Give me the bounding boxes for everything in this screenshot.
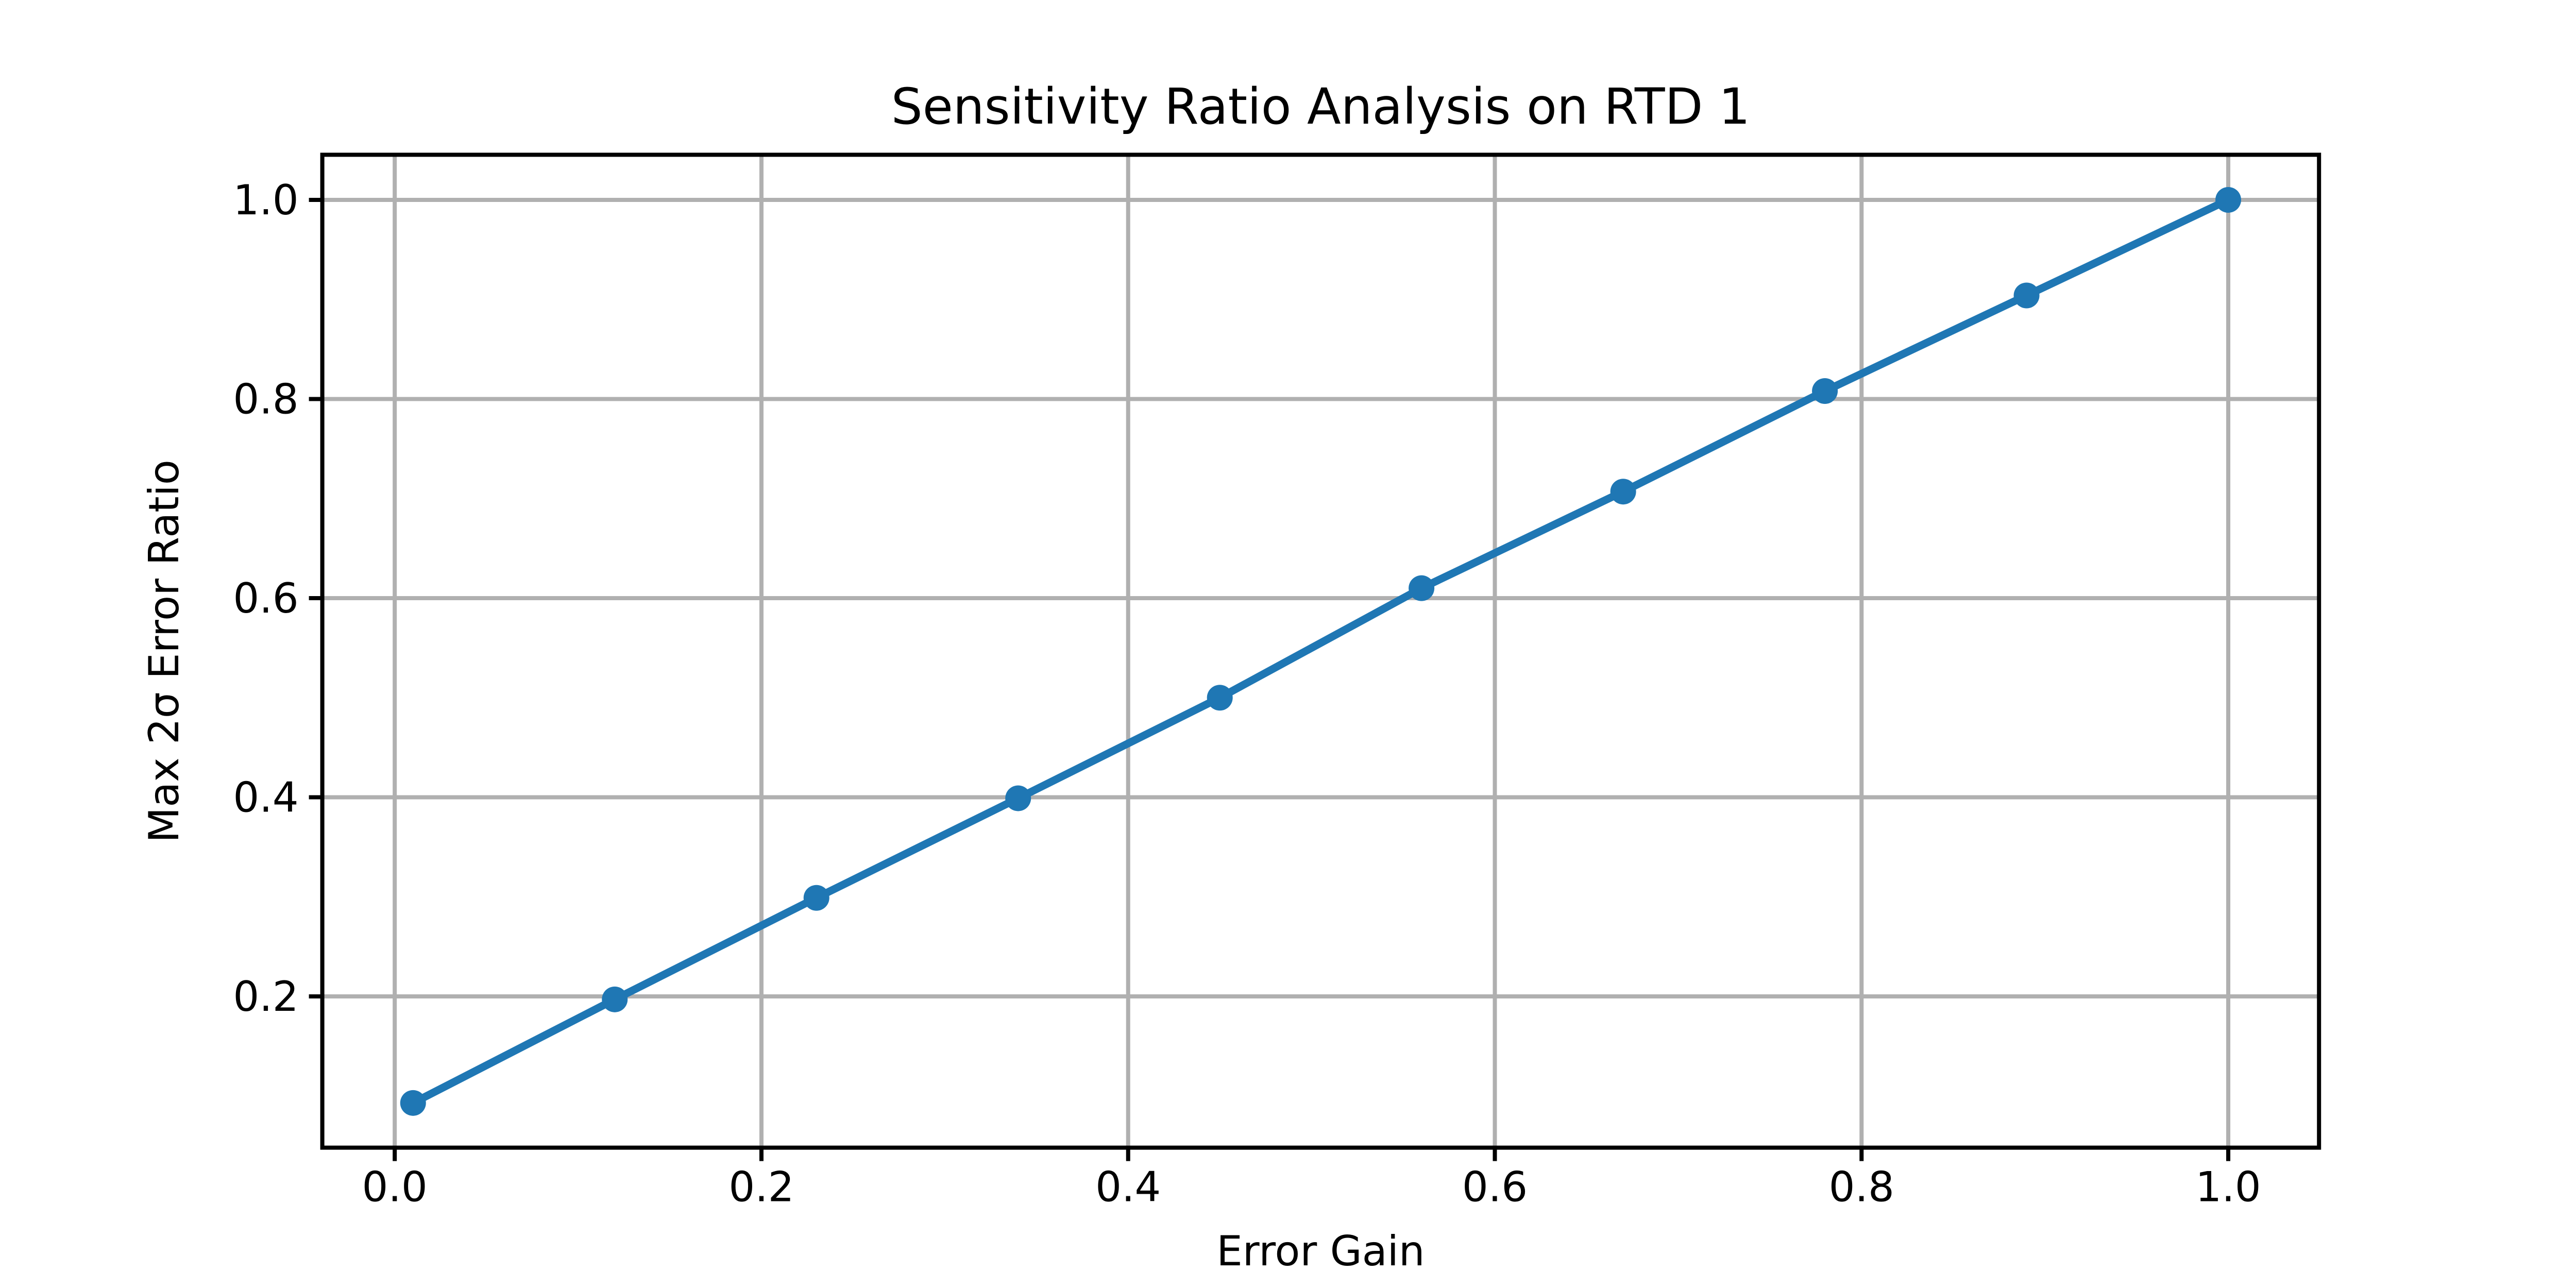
y-tick-label: 1.0 [233,176,298,224]
y-tick-label: 0.6 [233,574,298,622]
data-point [2013,282,2040,309]
data-point [803,885,829,911]
tick-labels: 0.0 0.2 0.4 0.6 0.8 1.0 0.2 0.4 0.6 0.8 1.0 [233,176,2261,1211]
y-tick-label: 0.2 [233,973,298,1021]
chart-title: Sensitivity Ratio Analysis on RTD 1 [891,78,1750,135]
data-point [1409,575,1435,601]
y-tick-label: 0.4 [233,774,298,822]
data-series [400,187,2242,1116]
data-point [2215,187,2242,213]
data-point [1005,785,1031,811]
x-tick-label: 1.0 [2195,1163,2261,1211]
plot-spines [320,152,2321,1150]
x-tick-label: 0.8 [1829,1163,1894,1211]
x-tick-label: 0.0 [362,1163,428,1211]
y-axis-label: Max 2σ Error Ratio [140,460,188,843]
x-tick-label: 0.4 [1095,1163,1161,1211]
series-line [409,196,2232,1107]
x-tick-label: 0.6 [1462,1163,1528,1211]
grid-lines [322,155,2319,1148]
x-axis-label: Error Gain [1216,1227,1425,1275]
data-point [1812,378,1838,404]
data-point [1610,479,1636,505]
y-tick-label: 0.8 [233,375,298,423]
data-point [400,1090,426,1116]
data-point [602,986,628,1012]
x-tick-label: 0.2 [728,1163,794,1211]
data-point [1207,685,1233,711]
axis-ticks [309,197,2231,1161]
